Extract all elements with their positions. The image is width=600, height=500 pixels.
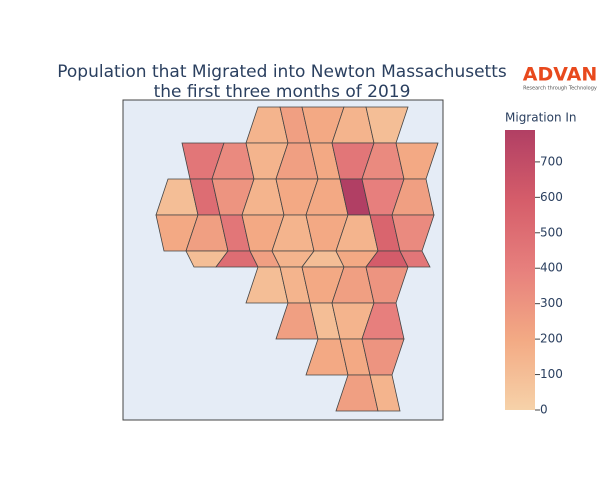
colorbar-tick-label: 500 [540, 225, 563, 239]
colorbar-tick-label: 0 [540, 403, 548, 417]
chart-title: Population that Migrated into Newton Mas… [57, 62, 507, 82]
chart-title: the first three months of 2019 [154, 82, 411, 102]
colorbar-tick-label: 300 [540, 296, 563, 310]
region [369, 374, 401, 412]
logo-tagline: Research through Technology [523, 86, 597, 92]
colorbar-tick-label: 600 [540, 190, 563, 204]
map [155, 106, 439, 412]
colorbar-tick-label: 700 [540, 154, 563, 168]
logo: ADVAN [523, 64, 598, 86]
colorbar-title: Migration In [505, 111, 577, 125]
colorbar-tick-label: 200 [540, 332, 563, 346]
colorbar [505, 130, 535, 410]
region [399, 250, 431, 268]
colorbar-tick-label: 400 [540, 261, 563, 275]
colorbar-tick-label: 100 [540, 367, 563, 381]
